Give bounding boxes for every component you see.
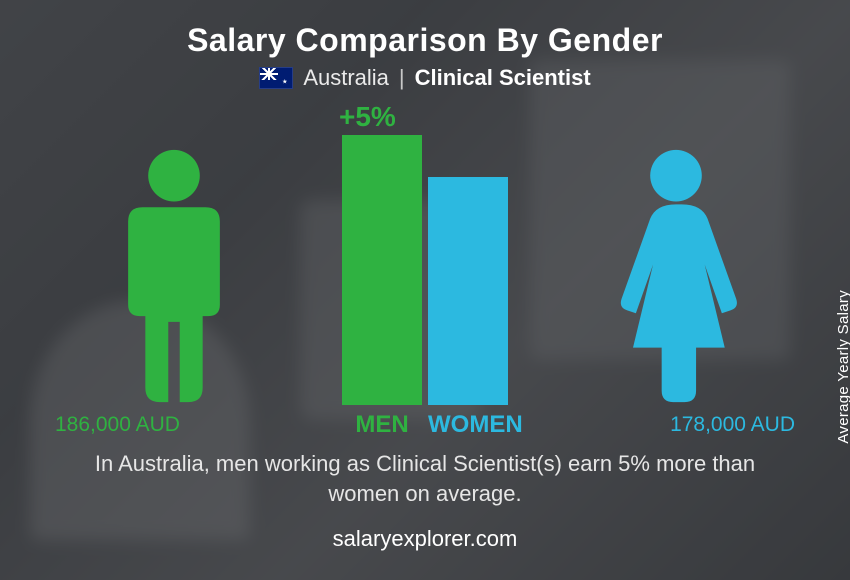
chart-area: +5% MEN WOMEN [65, 99, 785, 439]
y-axis-label: Average Yearly Salary [836, 290, 850, 444]
flag-icon [259, 67, 293, 89]
subtitle-row: Australia | Clinical Scientist [259, 65, 590, 91]
bar-group [342, 135, 508, 405]
page-title: Salary Comparison By Gender [187, 22, 663, 59]
salary-men: 186,000 AUD [55, 413, 180, 437]
separator: | [399, 65, 405, 91]
country-label: Australia [303, 65, 389, 91]
summary-text: In Australia, men working as Clinical Sc… [65, 449, 785, 508]
bar-men [342, 135, 422, 405]
female-figure-icon [601, 147, 751, 405]
salary-women: 178,000 AUD [670, 413, 795, 437]
bar-women [428, 177, 508, 405]
infographic-root: Salary Comparison By Gender Australia | … [0, 0, 850, 580]
job-label: Clinical Scientist [415, 65, 591, 91]
male-figure-icon [99, 147, 249, 405]
cat-men: MEN [342, 411, 422, 439]
site-label: salaryexplorer.com [333, 526, 518, 552]
category-labels: MEN WOMEN [342, 411, 508, 439]
cat-women: WOMEN [428, 411, 508, 439]
percent-diff-label: +5% [339, 101, 396, 133]
